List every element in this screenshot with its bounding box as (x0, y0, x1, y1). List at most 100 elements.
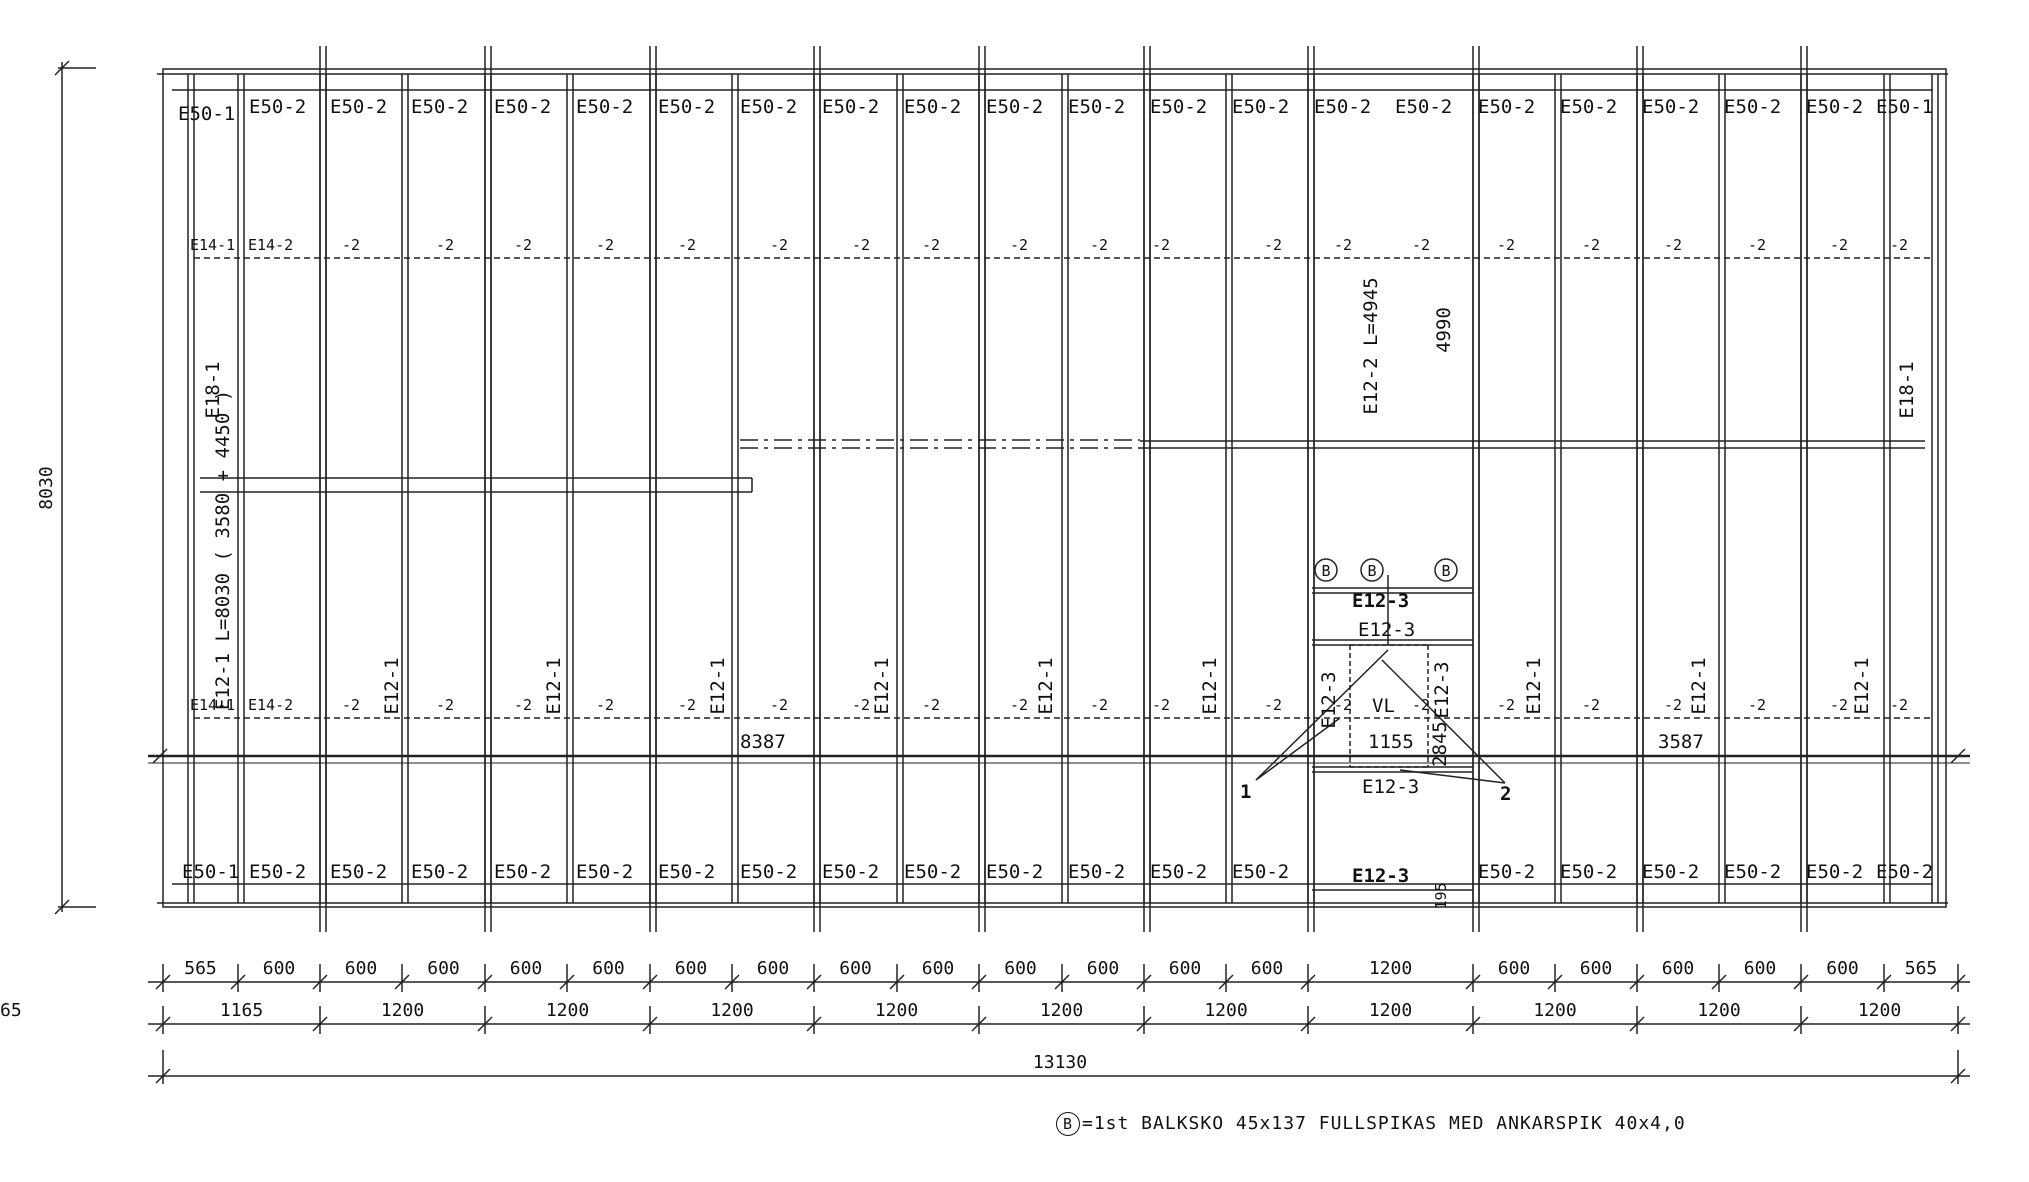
opening-header-inner-bottom: E12-3 (1362, 776, 1419, 798)
dimension-tick (1876, 974, 1892, 990)
bottom-beam-label: E50-2 (1150, 861, 1207, 883)
bottom-beam-label: E50-1 (182, 861, 239, 883)
dimension-tick (1950, 1016, 1966, 1032)
blocking-label-bottom: -2 (1664, 696, 1682, 714)
dimension-tick (1054, 974, 1070, 990)
dimension-tick (1136, 1016, 1152, 1032)
top-beam-label: E50-2 (658, 96, 715, 118)
bottom-beam-label: E50-2 (1724, 861, 1781, 883)
blocking-label-bottom: -2 (1090, 696, 1108, 714)
blocking-label-bottom: -2 (1830, 696, 1848, 714)
blocking-label-bottom: -2 (922, 696, 940, 714)
blocking-label-bottom: -2 (1334, 696, 1352, 714)
dimension-tick (230, 974, 246, 990)
joist-label: E12-1 (1199, 657, 1221, 714)
joist-label: E12-1 (1035, 657, 1057, 714)
dimension-tick (1793, 1016, 1809, 1032)
dimension-tick (724, 974, 740, 990)
blocking-label-bottom: -2 (1582, 696, 1600, 714)
top-beam-label: E50-2 (1806, 96, 1863, 118)
dimension-tick (1136, 974, 1152, 990)
dimension-tick (806, 1016, 822, 1032)
joist-label: E12-1 (1851, 657, 1873, 714)
dimension-tick (1465, 974, 1481, 990)
dim-row1-label: 600 (1251, 958, 1284, 979)
beam-hanger-circle (1314, 558, 1338, 582)
joist-label: E12-1 (381, 657, 403, 714)
dimension-tick (155, 1068, 171, 1084)
dim-row1-label: 600 (757, 958, 790, 979)
bottom-beam-label: E50-2 (1560, 861, 1617, 883)
blocking-label-top: -2 (514, 236, 532, 254)
blocking-label-bottom: -2 (514, 696, 532, 714)
dimension-tick (1465, 1016, 1481, 1032)
blocking-label-top: -2 (922, 236, 940, 254)
blocking-label-top: -2 (1010, 236, 1028, 254)
beam-hanger-circle (1360, 558, 1384, 582)
dim-row1-label: 600 (1498, 958, 1531, 979)
blocking-label-bottom: -2 (678, 696, 696, 714)
joist-label: E12-1 (871, 657, 893, 714)
dimension-tick (889, 974, 905, 990)
dimension-tick (394, 974, 410, 990)
blocking-label-bottom: -2 (1890, 696, 1908, 714)
dimension-lines (54, 60, 1970, 1084)
top-beam-label: E50-2 (576, 96, 633, 118)
top-beam-label: E50-2 (249, 96, 306, 118)
dimension-tick (559, 974, 575, 990)
top-beam-label: E50-2 (411, 96, 468, 118)
dim-row2-label: 1200 (875, 1000, 918, 1021)
frame-outline (162, 68, 1947, 908)
bottom-beam-label: E50-2 (1068, 861, 1125, 883)
dimension-tick (1629, 1016, 1645, 1032)
top-beam-label: E50-2 (822, 96, 879, 118)
blocking-label-top: -2 (1830, 236, 1848, 254)
blocking-label-bottom: -2 (1152, 696, 1170, 714)
bottom-beam-label: E50-2 (1232, 861, 1289, 883)
bottom-beam-label: E50-2 (986, 861, 1043, 883)
dimension-tick (1711, 974, 1727, 990)
dimension-tick (1300, 974, 1316, 990)
blocking-label-top: -2 (1582, 236, 1600, 254)
legend-note: B =1st BALKSKO 45x137 FULLSPIKAS MED ANKA… (1056, 1112, 1686, 1136)
dimension-tick (152, 748, 168, 764)
joist-label: E12-1 (1523, 657, 1545, 714)
opening-joist-label: E12-2 L=4945 (1360, 277, 1382, 414)
opening-header-top: E12-3 (1352, 590, 1409, 612)
joist-label: E12-1 (543, 657, 565, 714)
top-beam-label: E50-2 (740, 96, 797, 118)
top-beam-label: E50-1 (178, 103, 235, 125)
beam-hanger-mark: B (1441, 562, 1450, 580)
blocking-label-top: -2 (596, 236, 614, 254)
blocking-label-top: -2 (1664, 236, 1682, 254)
blocking-label-top: -2 (1090, 236, 1108, 254)
callout-leader (1255, 649, 1389, 781)
dimension-tick (312, 1016, 328, 1032)
blocking-label-top: -2 (852, 236, 870, 254)
dim-row2-label: 1165 (0, 1000, 22, 1021)
blocking-label-top: -2 (1334, 236, 1352, 254)
dimension-tick (54, 899, 70, 915)
dimension-tick (1950, 748, 1966, 764)
callout-2: 2 (1500, 783, 1511, 805)
dimension-tick (1629, 974, 1645, 990)
dim-row1-label: 600 (1169, 958, 1202, 979)
dimension-tick (1950, 974, 1966, 990)
bottom-beam-label: E50-2 (740, 861, 797, 883)
dimension-tick (1218, 974, 1234, 990)
top-beam-label: E50-2 (904, 96, 961, 118)
top-beam-label: E50-2 (1560, 96, 1617, 118)
blocking-label-top: -2 (1412, 236, 1430, 254)
bottom-beam-label: E50-2 (1806, 861, 1863, 883)
dim-195: 195 (1432, 882, 1450, 909)
dim-row2-label: 1200 (1204, 1000, 1247, 1021)
bottom-beam-label: E50-2 (822, 861, 879, 883)
blocking-label-top: -2 (1152, 236, 1170, 254)
dim-row1-label: 565 (184, 958, 217, 979)
dimension-tick (642, 1016, 658, 1032)
callout-leader (1255, 717, 1341, 781)
blocking-label-top: -2 (770, 236, 788, 254)
blocking-label-top: -2 (1748, 236, 1766, 254)
dim-4990-label: 4990 (1433, 307, 1455, 353)
